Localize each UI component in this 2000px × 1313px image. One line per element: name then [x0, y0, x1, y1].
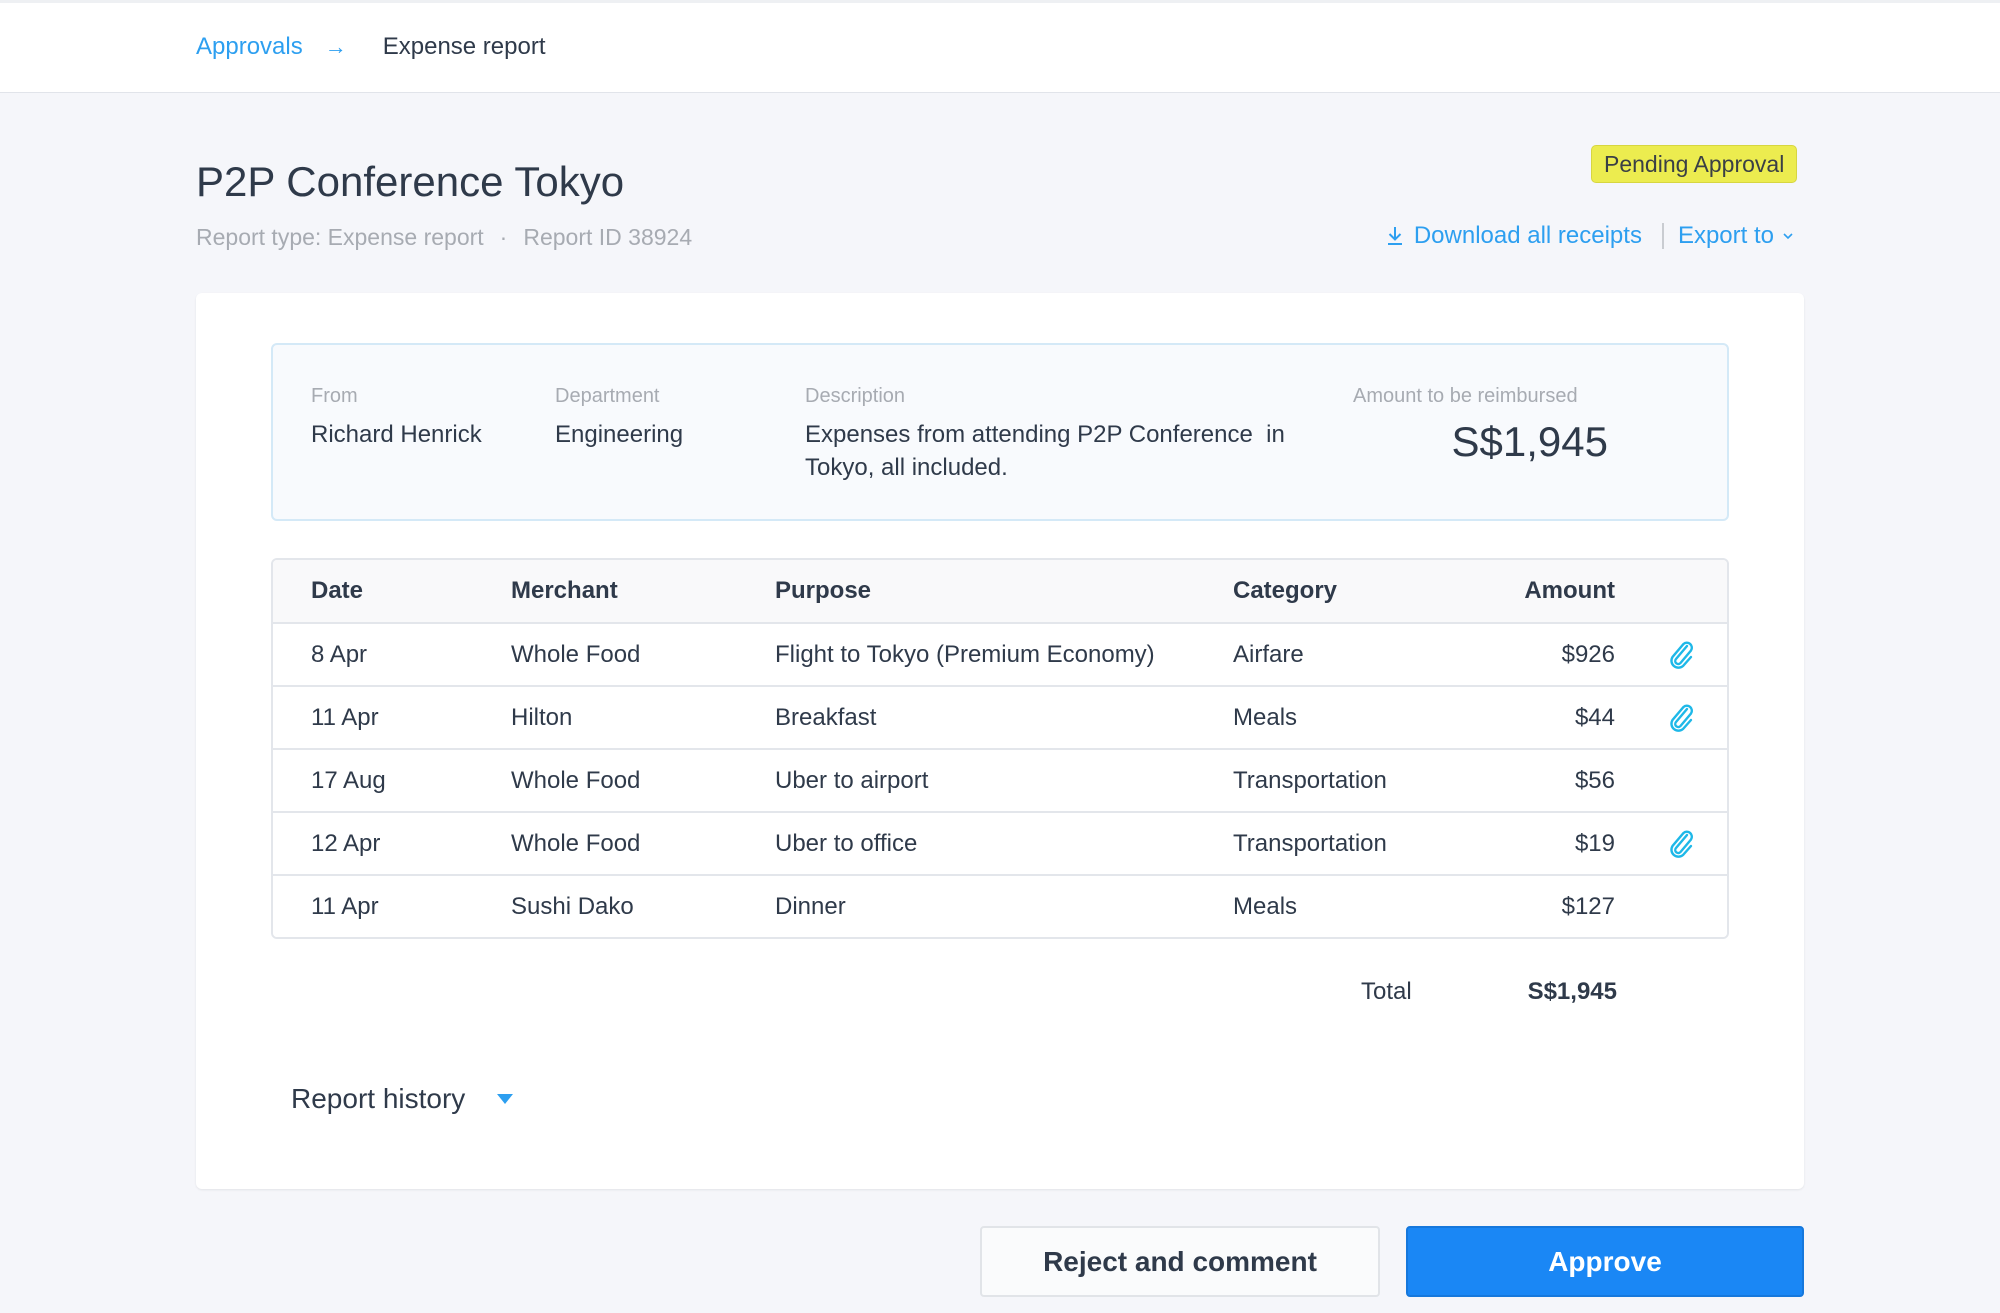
- paperclip-icon[interactable]: [1667, 829, 1697, 859]
- approve-button[interactable]: Approve: [1406, 1226, 1804, 1297]
- cell-merchant: Whole Food: [511, 830, 641, 857]
- report-history-toggle[interactable]: Report history: [291, 1083, 514, 1115]
- column-header-date: Date: [311, 577, 364, 604]
- cell-purpose: Breakfast: [775, 704, 877, 731]
- description-value: Expenses from attending P2P Conference i…: [805, 421, 1292, 481]
- amount-value: S$1,945: [1451, 418, 1608, 465]
- description-label: Description: [805, 385, 906, 407]
- report-type: Report type: Expense report: [196, 224, 484, 250]
- department-field: Department Engineering: [555, 385, 683, 451]
- arrow-right-icon: →: [324, 34, 347, 59]
- column-header-purpose: Purpose: [775, 577, 872, 604]
- export-dropdown[interactable]: Export to: [1678, 222, 1804, 250]
- cell-date: 17 Aug: [311, 767, 386, 794]
- cell-category: Transportation: [1233, 767, 1387, 794]
- chevron-down-icon: [1783, 233, 1793, 240]
- caret-down-icon: [497, 1094, 514, 1104]
- cell-purpose: Uber to airport: [775, 767, 929, 794]
- cell-merchant: Whole Food: [511, 767, 641, 794]
- cell-category: Airfare: [1233, 641, 1304, 668]
- table-row[interactable]: 8 Apr Whole Food Flight to Tokyo (Premiu…: [273, 622, 1727, 685]
- table-row[interactable]: 12 Apr Whole Food Uber to office Transpo…: [273, 811, 1727, 874]
- cell-date: 8 Apr: [311, 641, 368, 668]
- from-label: From: [311, 385, 358, 407]
- table-header: Date Merchant Purpose Category Amount: [273, 560, 1727, 622]
- report-card: From Richard Henrick Department Engineer…: [196, 293, 1804, 1189]
- table-row[interactable]: 11 Apr Sushi Dako Dinner Meals $127: [273, 874, 1727, 937]
- paperclip-icon[interactable]: [1667, 703, 1697, 733]
- cell-category: Transportation: [1233, 830, 1387, 857]
- export-label: Export to: [1677, 222, 1774, 249]
- column-header-category: Category: [1233, 577, 1338, 604]
- from-value: Richard Henrick: [311, 421, 482, 448]
- report-summary: From Richard Henrick Department Engineer…: [271, 343, 1729, 521]
- breadcrumb-approvals-link[interactable]: Approvals: [196, 33, 303, 60]
- page-title: P2P Conference Tokyo: [196, 158, 625, 205]
- department-value: Engineering: [555, 421, 684, 448]
- actions-divider: [1661, 223, 1664, 249]
- total-label: Total: [1361, 978, 1412, 1005]
- report-meta: Report type: Expense report · Report ID 38…: [196, 224, 692, 251]
- cell-date: 11 Apr: [311, 704, 379, 731]
- breadcrumb: Approvals → Expense report: [196, 33, 546, 61]
- reject-and-comment-button[interactable]: Reject and comment: [980, 1226, 1380, 1297]
- amount-label: Amount to be reimbursed: [1353, 385, 1578, 407]
- cell-purpose: Flight to Tokyo (Premium Economy): [775, 641, 1155, 668]
- cell-purpose: Dinner: [775, 893, 846, 920]
- paperclip-icon[interactable]: [1667, 640, 1697, 670]
- cell-date: 11 Apr: [311, 893, 379, 920]
- breadcrumb-current: Expense report: [382, 33, 546, 60]
- top-bar: Approvals → Expense report: [0, 0, 2000, 93]
- download-receipts-button[interactable]: Download all receipts: [1386, 222, 1642, 250]
- cell-purpose: Uber to office: [775, 830, 918, 857]
- cell-amount: $44: [1574, 704, 1615, 731]
- cell-amount: $56: [1574, 767, 1615, 794]
- table-row[interactable]: 11 Apr Hilton Breakfast Meals $44: [273, 685, 1727, 748]
- report-actions: Download all receipts Export to: [1386, 222, 1804, 250]
- table-row[interactable]: 17 Aug Whole Food Uber to airport Transp…: [273, 748, 1727, 811]
- report-history-label: Report history: [291, 1083, 466, 1114]
- total-value: S$1,945: [1527, 978, 1617, 1005]
- department-label: Department: [555, 385, 660, 407]
- cell-amount: $19: [1574, 830, 1615, 857]
- status-badge: Pending Approval: [1591, 145, 1798, 183]
- download-icon: [1387, 227, 1402, 245]
- meta-separator: ·: [499, 224, 508, 250]
- cell-merchant: Sushi Dako: [511, 893, 634, 920]
- cell-merchant: Whole Food: [511, 641, 641, 668]
- cell-amount: $926: [1561, 641, 1615, 668]
- expense-table: Date Merchant Purpose Category Amount 8 …: [271, 558, 1729, 939]
- cell-merchant: Hilton: [511, 704, 573, 731]
- cell-category: Meals: [1233, 893, 1298, 920]
- report-id: Report ID 38924: [523, 224, 693, 250]
- cell-date: 12 Apr: [311, 830, 381, 857]
- download-receipts-label: Download all receipts: [1413, 222, 1642, 249]
- amount-field: Amount to be reimbursed S$1,945: [1353, 385, 1608, 466]
- column-header-merchant: Merchant: [511, 577, 618, 604]
- cell-amount: $127: [1561, 893, 1615, 920]
- from-field: From Richard Henrick: [311, 385, 482, 451]
- column-header-amount: Amount: [1524, 577, 1615, 604]
- description-field: Description Expenses from attending P2P …: [805, 385, 1305, 484]
- cell-category: Meals: [1233, 704, 1298, 731]
